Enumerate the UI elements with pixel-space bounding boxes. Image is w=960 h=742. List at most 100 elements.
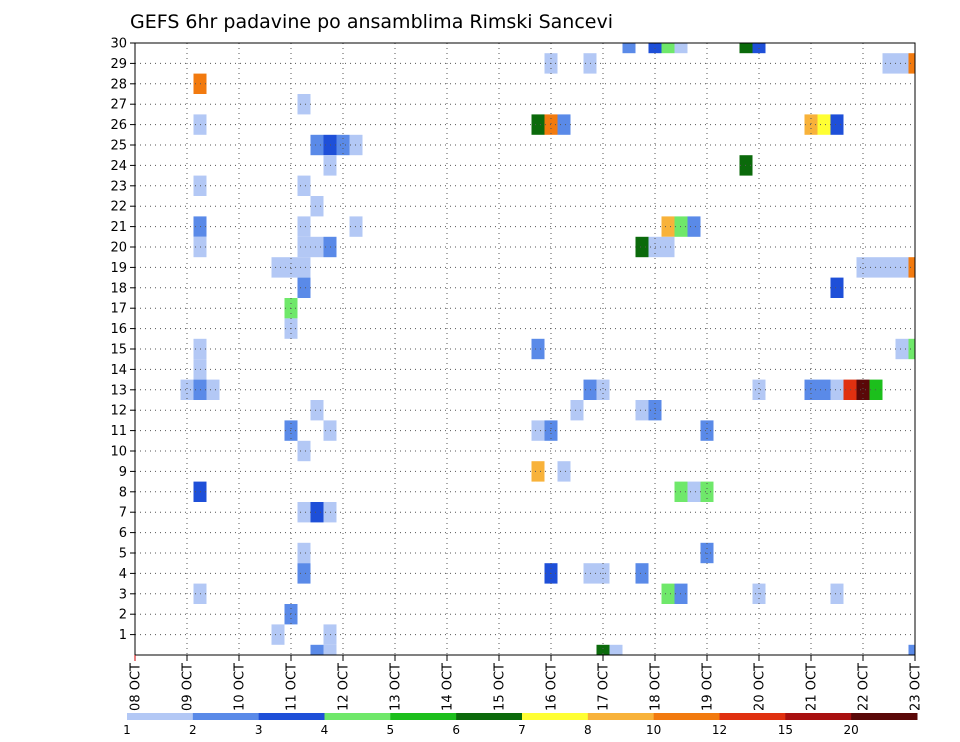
x-tick-label: 17 OCT [597, 663, 612, 711]
heatmap-cell [271, 257, 285, 278]
x-tick-label: 14 OCT [441, 663, 456, 711]
heatmap-cell [830, 114, 844, 135]
heatmap-cell [661, 236, 675, 258]
heatmap-cell [674, 43, 688, 54]
heatmap-cell [531, 420, 545, 441]
heatmap-cell [297, 94, 311, 115]
heatmap-cell [297, 175, 311, 196]
heatmap-cell [297, 257, 311, 278]
heatmap-cell [297, 502, 311, 523]
heatmap-cell [661, 583, 675, 604]
y-tick-label: 25 [110, 139, 127, 154]
colorbar-swatch [324, 713, 391, 720]
y-tick-label: 10 [110, 445, 127, 460]
x-tick-label: 09 OCT [181, 663, 196, 711]
heatmap-cell [531, 461, 545, 482]
colorbar-label: 7 [518, 723, 526, 737]
y-tick-label: 29 [110, 57, 127, 72]
y-tick-label: 2 [119, 608, 127, 623]
colorbar-label: 3 [255, 723, 263, 737]
colorbar-swatch [653, 713, 720, 720]
heatmap-cell [297, 236, 311, 258]
x-tick-label: 13 OCT [389, 663, 404, 711]
heatmap-cell [310, 502, 324, 523]
heatmap-cell [817, 379, 831, 400]
y-tick-label: 3 [119, 587, 127, 602]
y-tick-label: 9 [119, 465, 127, 480]
y-tick-label: 5 [119, 547, 127, 562]
chart-title: GEFS 6hr padavine po ansamblima Rimski S… [130, 11, 613, 33]
heatmap-cell [310, 644, 324, 655]
heatmap-cell [908, 644, 915, 655]
heatmap-cell [297, 563, 311, 584]
x-tick-label: 19 OCT [701, 663, 716, 711]
colorbar-swatch [719, 713, 786, 720]
heatmap-cell [908, 53, 915, 74]
heatmap-cell [609, 644, 623, 655]
y-tick-label: 11 [110, 424, 127, 439]
x-tick-label: 10 OCT [233, 663, 248, 711]
y-tick-label: 24 [110, 159, 127, 174]
x-tick-label: 16 OCT [545, 663, 560, 711]
colorbar-label: 2 [189, 723, 197, 737]
y-tick-label: 13 [110, 383, 127, 398]
y-tick-label: 12 [110, 404, 127, 419]
x-tick-label: 15 OCT [493, 663, 508, 711]
heatmap-cell [856, 379, 870, 400]
heatmap-cell [635, 400, 649, 421]
heatmap-cell [752, 379, 766, 400]
y-tick-label: 28 [110, 77, 127, 92]
heatmap-cell [895, 338, 909, 360]
heatmap-cell [661, 216, 675, 237]
colorbar-label: 5 [387, 723, 395, 737]
colorbar-swatch [785, 713, 852, 720]
heatmap-cell [908, 338, 915, 360]
heatmap-cell [830, 379, 844, 400]
colorbar-swatch [587, 713, 655, 720]
heatmap-cell [856, 257, 870, 278]
y-tick-label: 14 [110, 363, 127, 378]
heatmap-cell [557, 461, 571, 482]
heatmap-cell [635, 563, 649, 584]
heatmap-cell [570, 400, 584, 421]
heatmap-cell [895, 257, 909, 278]
heatmap-cell [596, 379, 610, 400]
heatmap-cell [687, 216, 701, 237]
x-tick-label: 12 OCT [337, 663, 352, 711]
y-tick-label: 20 [110, 241, 127, 256]
heatmap-cell [310, 134, 324, 156]
y-tick-label: 1 [119, 628, 127, 643]
heatmap-cell [310, 236, 324, 258]
y-tick-label: 17 [110, 302, 127, 317]
heatmap-cell [830, 583, 844, 604]
heatmap-cell [830, 277, 844, 298]
x-tick-label: 21 OCT [805, 663, 820, 711]
y-tick-label: 27 [110, 98, 127, 113]
colorbar-label: 8 [584, 723, 592, 737]
y-tick-label: 7 [119, 506, 127, 521]
heatmap-cell [882, 257, 896, 278]
x-tick-label: 20 OCT [753, 663, 768, 711]
heatmap-cell [336, 134, 350, 156]
colorbar-label: 15 [778, 723, 793, 737]
colorbar-swatch [258, 713, 325, 720]
x-tick-label: 08 OCT [129, 663, 144, 711]
colorbar-label: 1 [123, 723, 131, 737]
colorbar-swatch [851, 713, 918, 720]
colorbar-label: 10 [646, 723, 661, 737]
heatmap-cell [310, 400, 324, 421]
colorbar-swatch [390, 713, 457, 720]
heatmap-cell [297, 440, 311, 462]
heatmap-cell [557, 114, 571, 135]
colorbar-legend: 1 2 3 4 5 6 7 8 10 12 15 20 [123, 713, 918, 737]
heatmap-cell [635, 236, 649, 258]
y-tick-label: 23 [110, 179, 127, 194]
x-tick-label: 23 OCT [909, 663, 924, 711]
y-tick-label: 16 [110, 322, 127, 337]
colorbar-label: 20 [844, 723, 859, 737]
heatmap-cell [700, 420, 714, 441]
y-tick-label: 19 [110, 261, 127, 276]
colorbar-label: 6 [452, 723, 460, 737]
heatmap-cell [739, 43, 753, 54]
colorbar-swatch [456, 713, 523, 720]
